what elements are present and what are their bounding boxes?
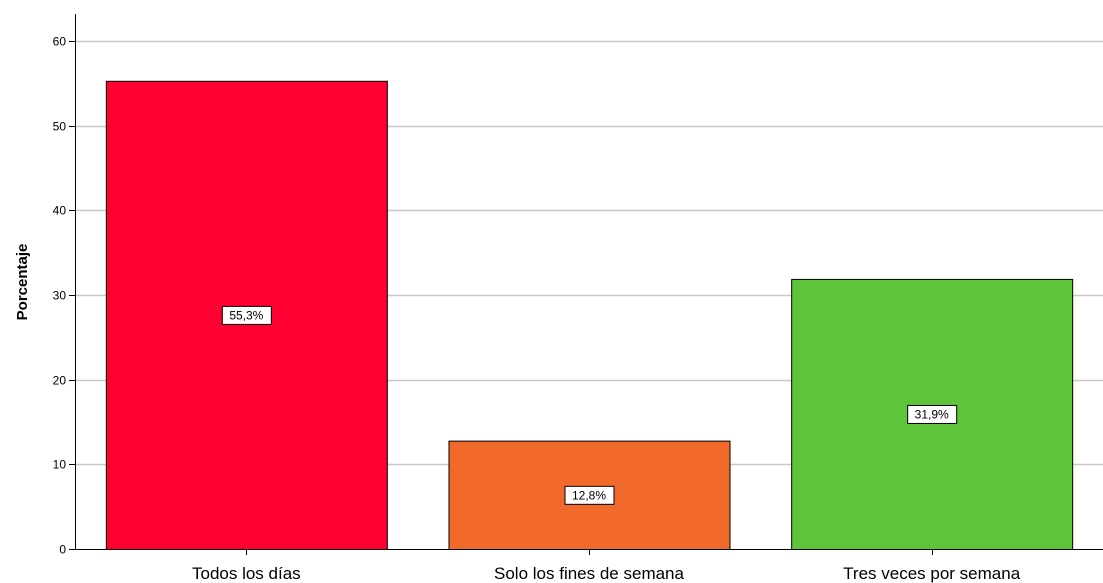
x-category-label: Solo los fines de semana bbox=[494, 564, 684, 583]
axes: 0 10 20 30 40 50 60 Todos los días Solo los fine… bbox=[53, 14, 1103, 583]
x-category-label: Tres veces por semana bbox=[843, 564, 1021, 583]
y-tick-label: 30 bbox=[53, 289, 67, 303]
data-label-box bbox=[907, 404, 958, 424]
data-label-box bbox=[564, 485, 615, 505]
bars bbox=[105, 80, 1074, 551]
y-axis-title: Porcentaje bbox=[14, 244, 31, 321]
data-label: 31,9% bbox=[915, 407, 949, 421]
y-tick-label: 20 bbox=[53, 374, 67, 388]
data-label: 55,3% bbox=[229, 308, 263, 322]
y-tick-label: 50 bbox=[53, 120, 67, 134]
y-tick-label: 0 bbox=[59, 543, 66, 557]
data-labels: 55,3% 12,8% 31,9% bbox=[221, 305, 958, 505]
y-tick-label: 10 bbox=[53, 458, 67, 472]
data-label: 12,8% bbox=[572, 488, 606, 502]
data-label-box bbox=[221, 305, 272, 325]
y-tick-label: 60 bbox=[53, 35, 67, 49]
x-category-label: Todos los días bbox=[192, 564, 301, 583]
y-tick-label: 40 bbox=[53, 204, 67, 218]
